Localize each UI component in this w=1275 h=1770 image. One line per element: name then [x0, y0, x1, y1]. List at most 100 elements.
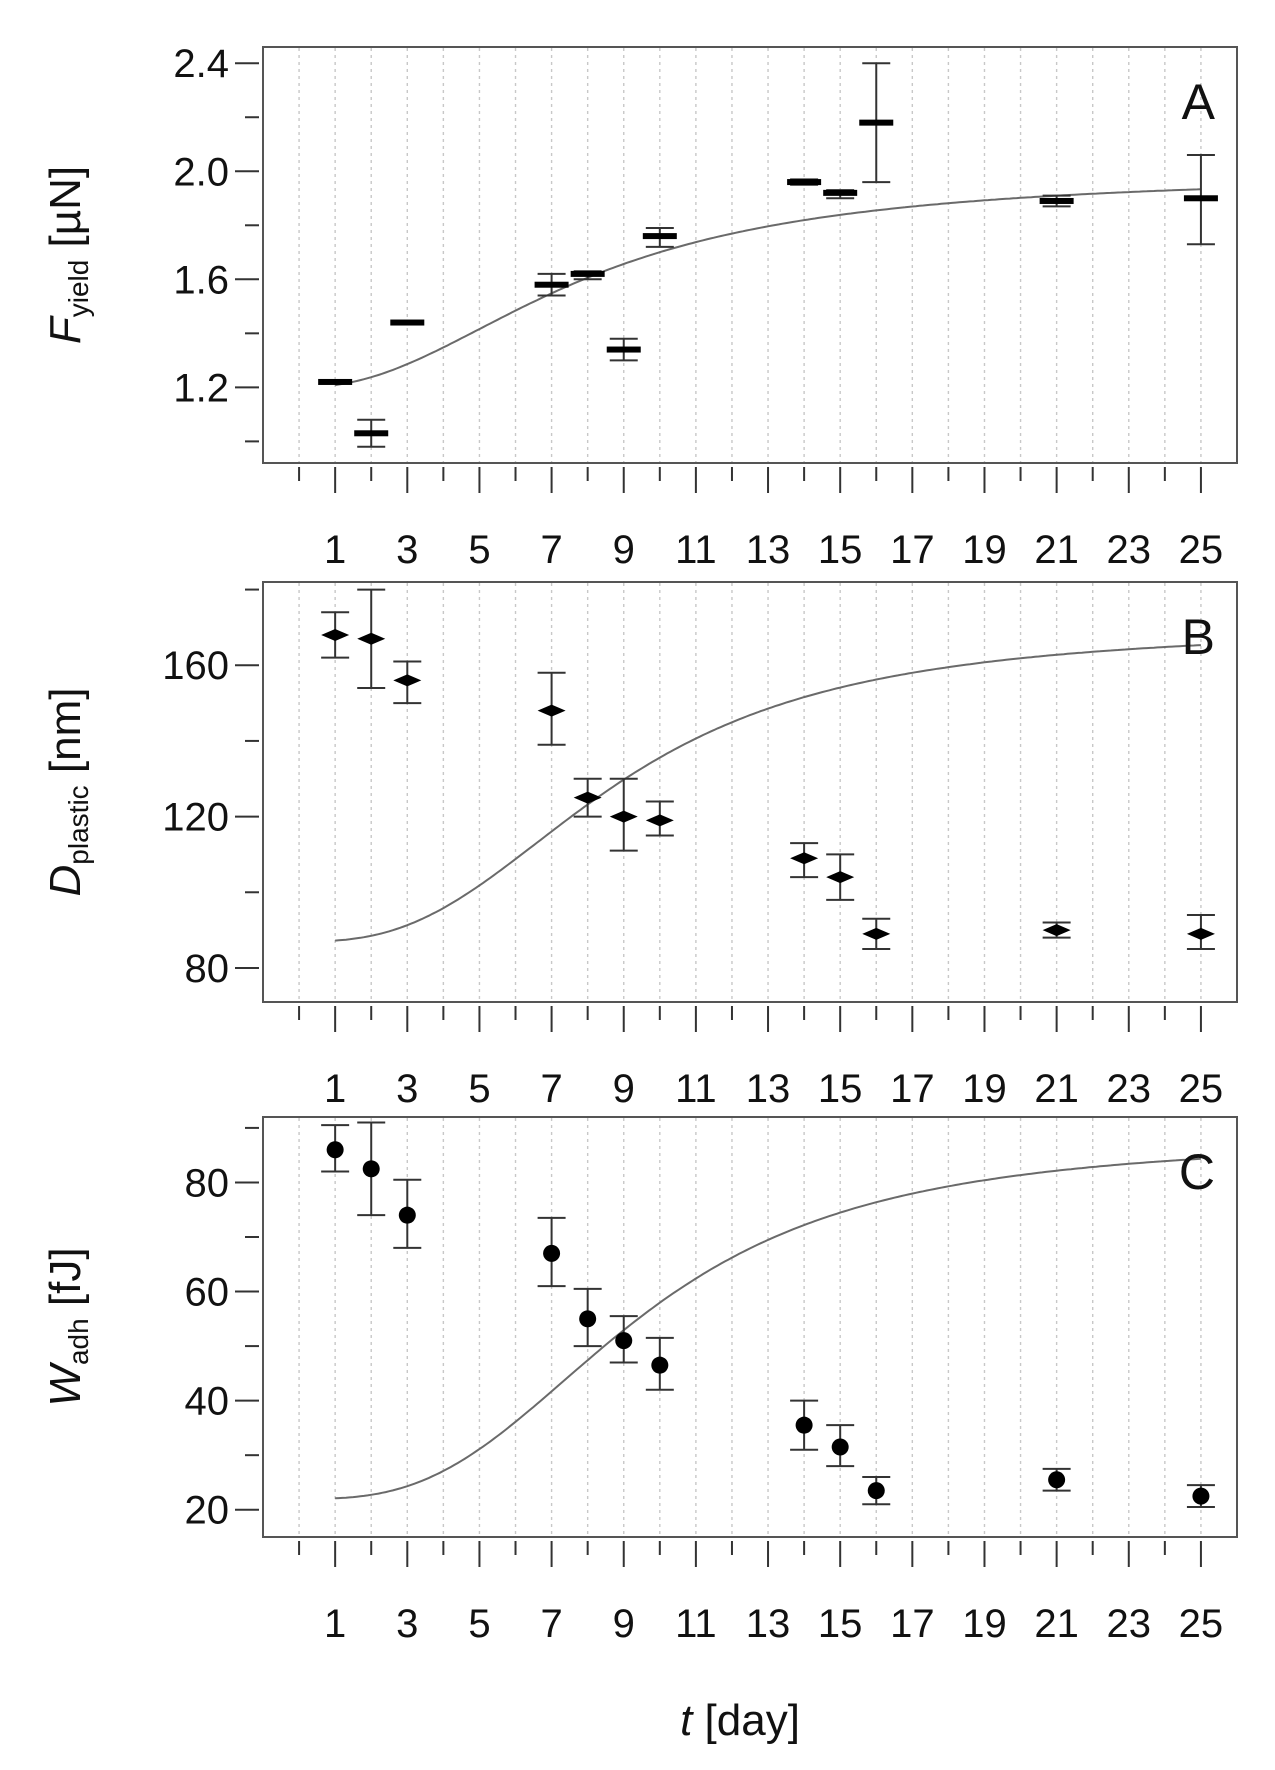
panel-b-data-point: [393, 674, 422, 687]
panel-a-x-tick-label: 19: [962, 528, 1007, 572]
panel-b-data-point: [645, 814, 674, 827]
x-axis-var: t: [680, 1696, 694, 1745]
panel-a-data-point: [642, 233, 677, 240]
panel-a-x-tick-label: 25: [1179, 528, 1224, 572]
panel-c-letter: C: [1179, 1144, 1215, 1200]
panel-a-data-point: [390, 319, 425, 326]
panel-c-x-tick-label: 1: [324, 1602, 346, 1646]
panel-a-x-tick-label: 11: [675, 528, 717, 572]
panel-c-data-point: [362, 1160, 380, 1178]
panel-b-x-tick-label: 7: [540, 1067, 562, 1111]
panel-a-data-point: [787, 179, 822, 186]
panel-b-y-unit: [nm]: [41, 688, 90, 786]
panel-c-data-point: [795, 1416, 813, 1434]
panel-c-x-tick-label: 13: [746, 1602, 791, 1646]
panel-b-x-tick-label: 13: [746, 1067, 791, 1111]
panel-c-data-point: [867, 1482, 885, 1500]
panel-a-x-tick-label: 23: [1107, 528, 1152, 572]
panel-c-data-point: [1048, 1471, 1066, 1489]
panel-a-data-point: [570, 270, 605, 277]
panel-c-x-tick-label: 17: [890, 1602, 935, 1646]
panel-c-x-tick-label: 11: [675, 1602, 717, 1646]
panel-b-y-tick-label: 80: [185, 947, 230, 991]
panel-b-letter: B: [1182, 609, 1215, 665]
panel-a-y-tick-label: 1.2: [173, 366, 229, 410]
panel-c-x-tick-label: 9: [613, 1602, 635, 1646]
panel-b-x-tick-label: 15: [818, 1067, 863, 1111]
panel-c-y-tick-label: 20: [185, 1489, 230, 1533]
panel-a-data-point: [1183, 195, 1218, 202]
panel-c-y-var: W: [41, 1362, 90, 1407]
panel-a-y-unit: [µN]: [41, 166, 90, 260]
panel-b-x-tick-label: 23: [1107, 1067, 1152, 1111]
panel-a-y-tick-label: 2.0: [173, 150, 229, 194]
panel-a-y-sub: yield: [63, 260, 94, 318]
panel-b-y-tick-label: 120: [162, 796, 229, 840]
panel-c-y-tick-label: 80: [185, 1161, 230, 1205]
panel-a-letter: A: [1182, 74, 1216, 130]
panel-c-y-tick-label: 40: [185, 1380, 230, 1424]
panel-c-y-tick-label: 60: [185, 1271, 230, 1315]
panel-c-x-tick-label: 25: [1179, 1602, 1224, 1646]
panel-a-y-var: F: [41, 315, 90, 344]
panel-a-data-point: [1039, 197, 1074, 204]
panel-a-data-point: [318, 378, 353, 385]
panel-c-data-point: [615, 1332, 633, 1350]
panel-b-data-point: [1042, 924, 1071, 937]
panel-b-x-tick-label: 17: [890, 1067, 935, 1111]
panel-c-x-tick-label: 7: [540, 1602, 562, 1646]
panel-b-data-point: [609, 810, 638, 823]
panel-b-x-tick-label: 9: [613, 1067, 635, 1111]
panel-b-y-var: D: [41, 865, 90, 897]
panel-c-x-tick-label: 21: [1034, 1602, 1079, 1646]
panel-c-x-tick-label: 3: [396, 1602, 418, 1646]
panel-c-data-point: [579, 1310, 597, 1328]
panel-c-x-tick-label: 23: [1107, 1602, 1152, 1646]
panel-b-data-point: [537, 704, 566, 717]
panel-b-fit-curve: [335, 644, 1201, 942]
panel-c-x-tick-label: 15: [818, 1602, 863, 1646]
panel-c-data-point: [831, 1438, 849, 1456]
panel-a-x-tick-label: 5: [468, 528, 490, 572]
panel-b-y-sub: plastic: [63, 785, 94, 864]
panel-a-x-tick-label: 13: [746, 528, 791, 572]
panel-b-x-tick-label: 3: [396, 1067, 418, 1111]
panel-b-x-tick-label: 1: [324, 1067, 346, 1111]
panel-c-x-tick-label: 5: [468, 1602, 490, 1646]
panel-a-data-point: [534, 281, 569, 288]
panel-a-x-tick-label: 7: [540, 528, 562, 572]
panel-a-data-point: [859, 119, 894, 126]
panel-a-data-point: [354, 430, 389, 437]
panel-a-y-tick-label: 1.6: [173, 258, 229, 302]
panel-c-data-point: [651, 1356, 669, 1374]
panel-b-x-tick-label: 25: [1179, 1067, 1224, 1111]
panel-b-data-point: [573, 791, 602, 804]
panel-b-data-point: [862, 927, 891, 940]
panel-c-data-point: [398, 1206, 416, 1224]
panel-b-x-tick-label: 19: [962, 1067, 1007, 1111]
panel-a: 1 3 5 7 9 11 13 15 17 19 21 23 251.21.62.02.4 A Fyie…: [41, 42, 1238, 572]
panel-c-frame: [262, 1116, 1238, 1538]
panel-a-x-tick-label: 1: [324, 528, 346, 572]
panel-a-data-point: [606, 346, 641, 353]
x-axis-label: t [day]: [680, 1696, 800, 1745]
panel-a-x-tick-label: 3: [396, 528, 418, 572]
panel-c-y-axis-label: Wadh [fJ]: [41, 1247, 94, 1406]
panel-a-x-tick-label: 15: [818, 528, 863, 572]
panel-b-data-point: [1186, 927, 1215, 940]
panel-a-frame: [262, 46, 1238, 464]
panel-b-x-tick-label: 11: [675, 1067, 717, 1111]
panel-b-frame: [262, 581, 1238, 1003]
panel-a-data-point: [823, 189, 858, 196]
panel-b-data-point: [357, 632, 386, 645]
panel-c-y-unit: [fJ]: [41, 1247, 90, 1318]
panel-b-data-point: [321, 628, 350, 641]
panel-c-fit-curve: [335, 1157, 1201, 1500]
x-axis-unit: [day]: [692, 1696, 800, 1745]
panel-b-data-point: [826, 871, 855, 884]
panel-a-y-axis-label: Fyield [µN]: [41, 166, 94, 344]
panel-a-x-tick-label: 21: [1034, 528, 1079, 572]
